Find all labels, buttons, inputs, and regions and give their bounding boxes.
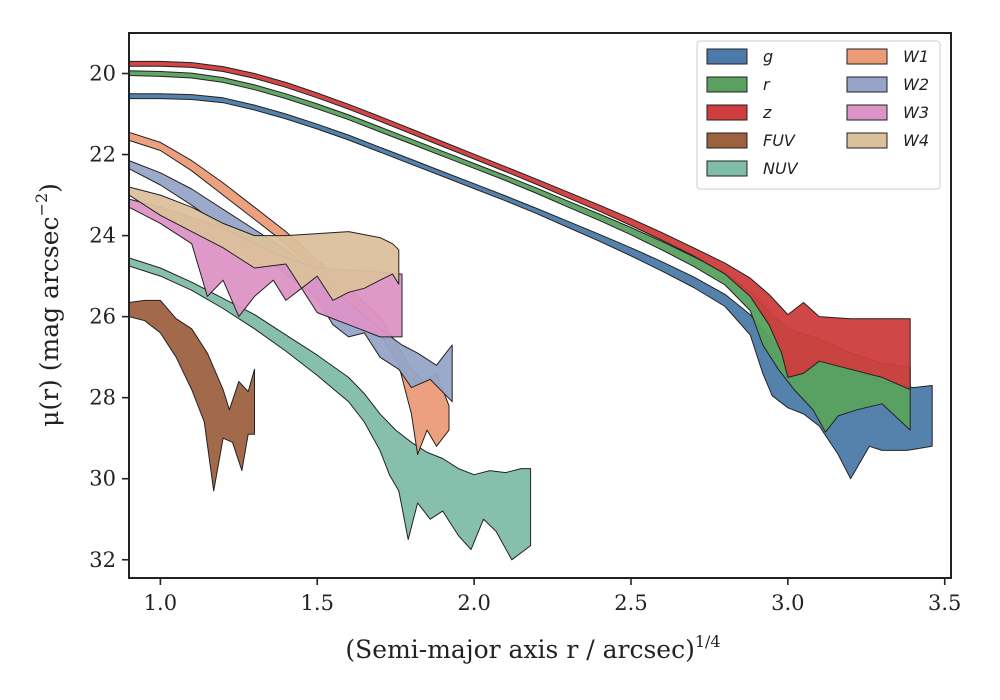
legend-label-w3: W3 <box>903 103 929 122</box>
legend-label-g: g <box>763 47 773 66</box>
legend-label-fuv: FUV <box>763 131 796 150</box>
band-g <box>128 93 933 480</box>
legend-swatch-fuv <box>706 132 748 149</box>
legend-swatch-w4 <box>846 132 888 149</box>
legend-swatch-w1 <box>846 48 888 65</box>
x-tick-label: 1.5 <box>301 591 334 615</box>
legend-label-r: r <box>763 75 771 94</box>
band-z <box>128 60 911 391</box>
legend: grz FUV NUV W1 W2 W3 W4 <box>696 40 941 190</box>
x-tick-label: 2.0 <box>457 591 490 615</box>
y-tick-label: 32 <box>89 548 116 572</box>
legend-label-z: z <box>762 103 772 122</box>
band-nuv <box>128 257 532 561</box>
x-tick-label: 2.5 <box>614 591 647 615</box>
legend-label-nuv: NUV <box>763 159 799 178</box>
legend-label-w4: W4 <box>903 131 929 150</box>
legend-swatch-nuv <box>706 160 748 177</box>
y-tick-label: 26 <box>89 305 116 329</box>
y-tick-label: 22 <box>89 143 116 167</box>
band-w1 <box>128 131 450 455</box>
x-tick-label: 3.0 <box>771 591 804 615</box>
series-layer <box>128 60 933 561</box>
legend-label-w1: W1 <box>903 47 929 66</box>
y-axis: 20 22 24 26 28 30 32 <box>89 62 129 572</box>
legend-swatch-w2 <box>846 76 888 93</box>
axes-frame <box>128 32 952 579</box>
legend-swatch-g <box>706 48 748 65</box>
y-tick-label: 20 <box>89 62 116 86</box>
y-tick-label: 30 <box>89 467 116 491</box>
x-tick-label: 1.0 <box>144 591 177 615</box>
y-tick-label: 24 <box>89 224 116 248</box>
x-axis: 1.0 1.5 2.0 2.5 3.0 3.5 <box>144 578 961 615</box>
y-axis-label: μ(r) (mag arcsec−2) <box>32 183 64 427</box>
legend-swatch-w3 <box>846 104 888 121</box>
band-fuv <box>128 299 255 492</box>
band-r <box>128 70 911 433</box>
x-axis-label: (Semi-major axis r / arcsec)1/4 <box>345 632 720 664</box>
x-tick-label: 3.5 <box>928 591 961 615</box>
y-tick-label: 28 <box>89 386 116 410</box>
band-w4 <box>128 186 400 301</box>
legend-swatch-z <box>706 104 748 121</box>
legend-label-w2: W2 <box>903 75 929 94</box>
legend-swatch-r <box>706 76 748 93</box>
